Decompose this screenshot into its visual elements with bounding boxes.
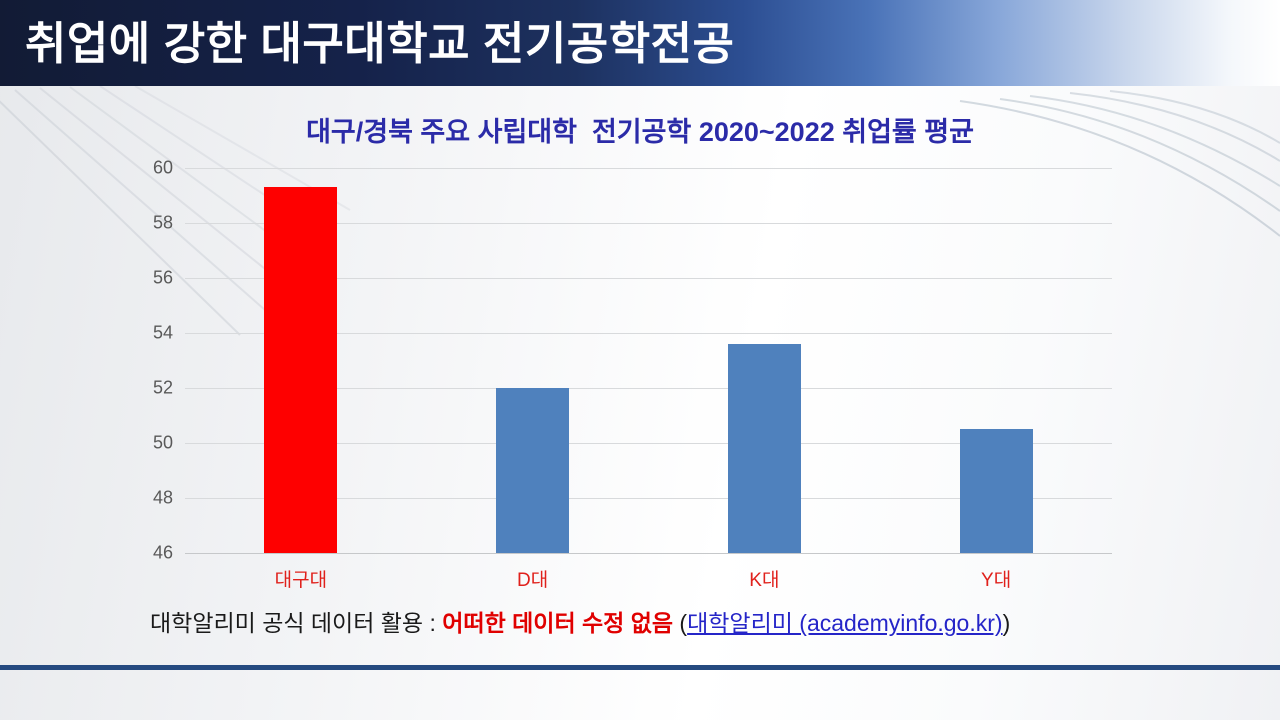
bar-chart-plot-area: 46 48 50 52 54 56 58 60 대구대 D대 K대 Y대 bbox=[153, 158, 1112, 591]
bar-대구대 bbox=[264, 187, 338, 553]
y-axis-tick-label: 60 bbox=[152, 157, 173, 178]
y-axis-tick-label: 48 bbox=[152, 487, 173, 508]
y-axis-tick-label: 56 bbox=[152, 267, 173, 288]
x-axis-label-대구대: 대구대 bbox=[274, 570, 328, 591]
gridline-y-48 bbox=[185, 497, 1112, 499]
y-axis-tick-label: 58 bbox=[152, 212, 173, 233]
x-axis-label-D대: D대 bbox=[517, 570, 549, 591]
slide-title: 취업에 강한 대구대학교 전기공학전공 bbox=[25, 18, 735, 69]
y-axis-tick-label: 54 bbox=[152, 322, 173, 343]
source-note-paren-close: ) bbox=[1002, 610, 1011, 636]
gridline-y-46 bbox=[185, 552, 1112, 554]
bar-Y대 bbox=[959, 429, 1033, 553]
y-axis-tick-label: 46 bbox=[152, 542, 173, 563]
source-note-paren-open: ( bbox=[673, 610, 688, 636]
source-note-prefix: 대학알리미 공식 데이터 활용 : bbox=[150, 610, 443, 636]
gridline-y-58 bbox=[185, 222, 1112, 224]
bar-K대 bbox=[727, 344, 801, 553]
source-link[interactable]: 대학알리미 (academyinfo.go.kr) bbox=[687, 610, 1003, 636]
y-axis-tick-label: 52 bbox=[152, 377, 173, 398]
bar-D대 bbox=[496, 388, 570, 553]
gridline-y-56 bbox=[185, 277, 1112, 279]
source-note-emphasis: 어떠한 데이터 수정 없음 bbox=[442, 610, 674, 636]
bottom-divider-line bbox=[0, 665, 1280, 670]
gridline-y-60 bbox=[185, 167, 1112, 169]
gridline-y-50 bbox=[185, 442, 1112, 444]
x-axis-label-Y대: Y대 bbox=[981, 570, 1012, 591]
gridline-y-54 bbox=[185, 332, 1112, 334]
source-note: 대학알리미 공식 데이터 활용 : 어떠한 데이터 수정 없음 (대학알리미 (… bbox=[150, 604, 1010, 638]
x-axis-label-K대: K대 bbox=[749, 570, 780, 591]
y-axis-tick-label: 50 bbox=[152, 432, 173, 453]
header-bar: 취업에 강한 대구대학교 전기공학전공 bbox=[0, 0, 1280, 86]
chart-title: 대구/경북 주요 사립대학 전기공학 2020~2022 취업률 평균 bbox=[306, 117, 974, 147]
gridline-y-52 bbox=[185, 387, 1112, 389]
